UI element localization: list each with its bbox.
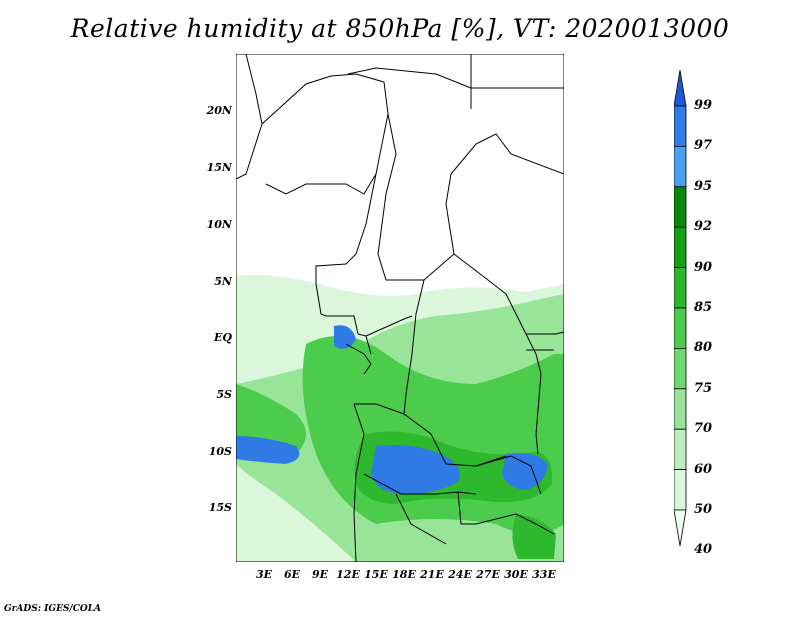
colorbar-band xyxy=(673,307,687,349)
colorbar-label: 50 xyxy=(694,502,713,517)
colorbar-band xyxy=(673,509,687,547)
lat-label: 5S xyxy=(216,388,232,401)
colorbar-band xyxy=(673,347,687,390)
lat-label: 5N xyxy=(214,275,232,288)
lon-label: 3E xyxy=(255,568,273,581)
colorbar-band xyxy=(673,226,687,268)
colorbar-band xyxy=(673,146,687,188)
lat-label: 10N xyxy=(206,218,232,231)
colorbar-label: 40 xyxy=(694,542,713,558)
colorbar-label: 80 xyxy=(694,340,713,356)
lat-label: 15S xyxy=(208,501,232,514)
humidity-map xyxy=(236,54,564,562)
colorbar-label: 90 xyxy=(694,259,713,275)
lon-label: 18E xyxy=(392,568,416,581)
lon-label: 24E xyxy=(448,568,472,581)
lon-label: 33E xyxy=(532,568,556,581)
lat-label: EQ xyxy=(214,331,232,344)
colorbar-label: 75 xyxy=(694,380,713,396)
lon-label: 12E xyxy=(336,568,360,581)
humidity-field xyxy=(236,275,564,562)
colorbar-label: 95 xyxy=(694,178,713,194)
colorbar-band xyxy=(673,186,687,228)
colorbar-band xyxy=(673,428,687,471)
lon-label: 21E xyxy=(420,568,444,581)
lat-label: 10S xyxy=(208,445,232,458)
lon-label: 27E xyxy=(476,568,500,581)
colorbar-band xyxy=(673,105,687,147)
colorbar-label: 92 xyxy=(694,219,713,235)
map-title: Relative humidity at 850hPa [%], VT: 202… xyxy=(70,14,730,43)
lon-label: 9E xyxy=(311,568,329,581)
colorbar-label: 70 xyxy=(694,421,713,437)
colorbar xyxy=(673,69,704,550)
colorbar-band xyxy=(673,388,687,430)
colorbar-band xyxy=(673,69,687,107)
colorbar-band xyxy=(673,267,687,309)
colorbar-label: 60 xyxy=(694,461,713,477)
colorbar-label: 85 xyxy=(694,300,713,315)
country-borders xyxy=(236,54,564,562)
colorbar-band xyxy=(673,469,687,511)
colorbar-label: 99 xyxy=(694,98,713,113)
lat-label: 15N xyxy=(206,161,232,174)
lon-label: 30E xyxy=(504,568,528,581)
lon-label: 6E xyxy=(283,568,301,581)
lon-label: 15E xyxy=(364,568,388,581)
lat-label: 20N xyxy=(206,104,232,117)
colorbar-label: 97 xyxy=(694,138,713,154)
footer-credit: GrADS: IGES/COLA xyxy=(4,604,102,614)
